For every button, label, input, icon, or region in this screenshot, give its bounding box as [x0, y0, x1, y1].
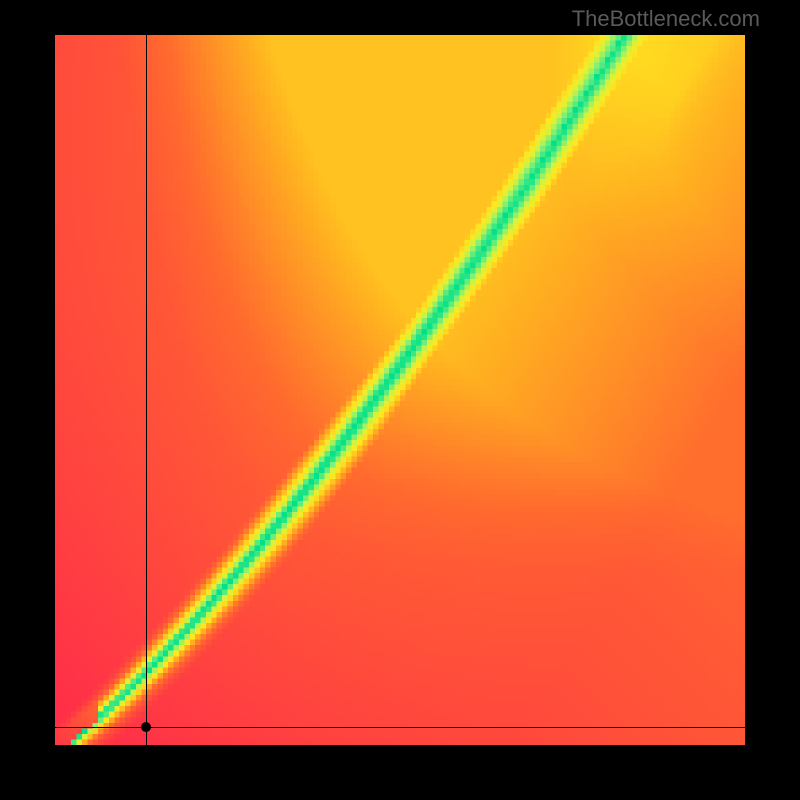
- crosshair-horizontal: [55, 727, 745, 728]
- heatmap-plot: [55, 35, 745, 745]
- watermark-text: TheBottleneck.com: [572, 6, 760, 32]
- point-marker: [141, 722, 151, 732]
- crosshair-vertical: [146, 35, 147, 745]
- heatmap-canvas: [55, 35, 745, 745]
